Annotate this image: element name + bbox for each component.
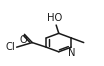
Text: HO: HO: [48, 13, 63, 23]
Text: Cl: Cl: [6, 42, 15, 52]
Text: O: O: [19, 35, 27, 45]
Text: N: N: [68, 48, 75, 58]
